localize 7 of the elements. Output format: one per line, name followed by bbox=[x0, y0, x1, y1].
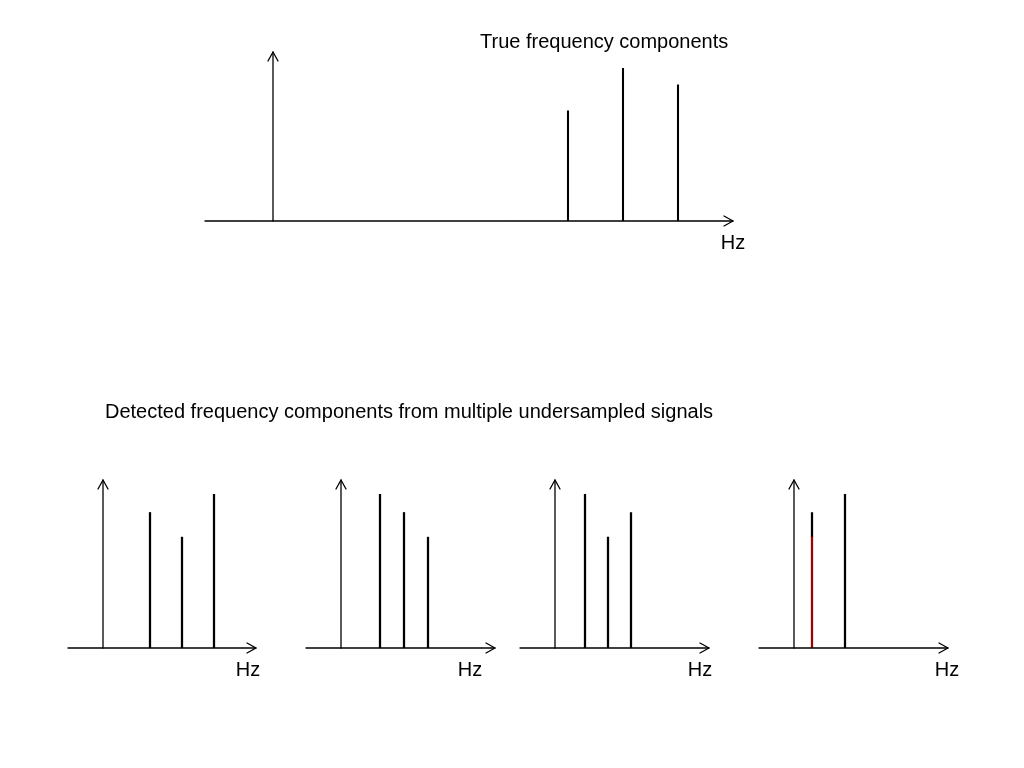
chart-title: True frequency components bbox=[480, 30, 729, 53]
x-axis-title: Hz bbox=[934, 658, 960, 681]
x-axis-title: Hz bbox=[687, 658, 713, 681]
x-axis-title: Hz bbox=[720, 231, 746, 254]
x-axis-title: Hz bbox=[457, 658, 483, 681]
text: Detected frequency components from multiple undersampled signals bbox=[105, 400, 714, 423]
x-axis-title: Hz bbox=[235, 658, 261, 681]
